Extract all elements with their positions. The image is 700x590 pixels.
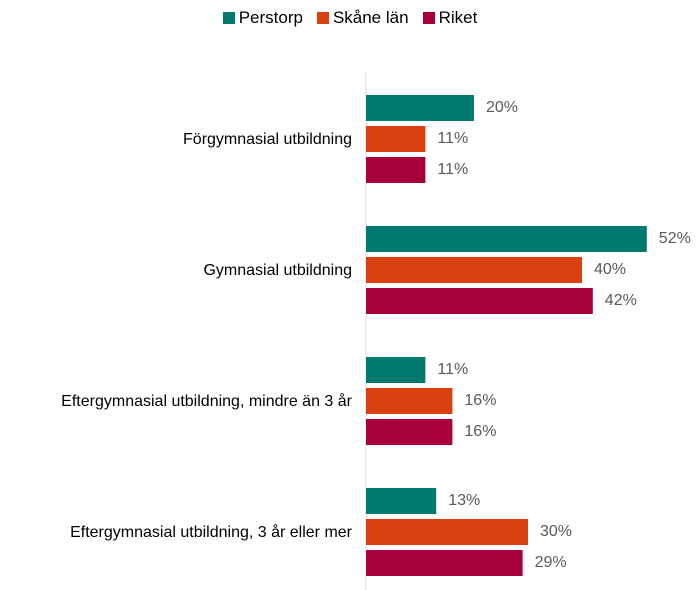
- data-label: 30%: [540, 523, 572, 540]
- data-label: 11%: [437, 361, 468, 378]
- bar: [366, 488, 437, 514]
- bar: [366, 288, 593, 314]
- bar: [366, 95, 474, 121]
- bar: [366, 550, 523, 576]
- bar: [366, 357, 426, 383]
- data-label: 16%: [464, 392, 496, 409]
- data-label: 40%: [594, 261, 626, 278]
- category-label: Eftergymnasial utbildning, mindre än 3 å…: [61, 392, 352, 410]
- legend-label: Skåne län: [332, 8, 409, 27]
- legend-item: Riket: [422, 8, 478, 28]
- category-label: Förgymnasial utbildning: [183, 130, 352, 148]
- data-label: 42%: [605, 292, 637, 309]
- data-label: 20%: [486, 99, 518, 116]
- data-label: 16%: [464, 423, 496, 440]
- data-label: 11%: [437, 130, 468, 147]
- data-label: 52%: [659, 230, 691, 247]
- legend-swatch: [422, 12, 435, 24]
- data-label: 11%: [437, 161, 468, 178]
- legend-swatch: [222, 12, 235, 24]
- bar: [366, 419, 453, 445]
- data-label: 29%: [535, 554, 567, 571]
- legend-label: Riket: [438, 8, 478, 27]
- legend-item: Perstorp: [222, 8, 303, 28]
- bar: [366, 388, 453, 414]
- bar: [366, 226, 647, 252]
- legend-label: Perstorp: [238, 8, 303, 27]
- data-label: 13%: [448, 492, 480, 509]
- legend-swatch: [316, 12, 329, 24]
- bar: [366, 519, 528, 545]
- legend: Perstorp Skåne län Riket: [0, 8, 700, 28]
- bar: [366, 257, 582, 283]
- bar: [366, 126, 426, 152]
- bar: [366, 157, 426, 183]
- legend-item: Skåne län: [316, 8, 409, 28]
- category-label: Eftergymnasial utbildning, 3 år eller me…: [70, 523, 352, 541]
- category-label: Gymnasial utbildning: [203, 261, 352, 279]
